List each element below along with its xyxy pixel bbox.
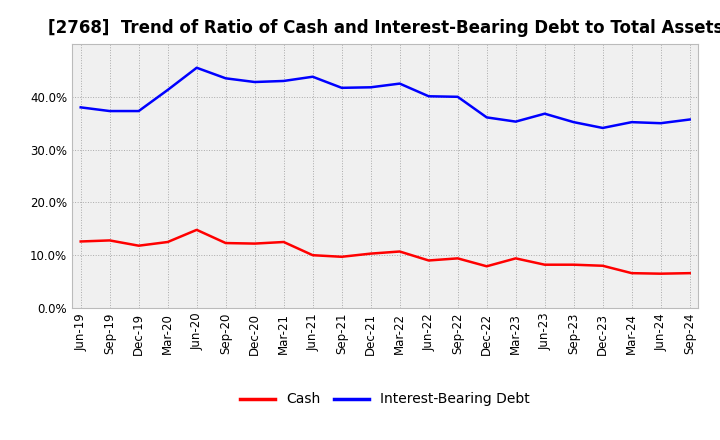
Title: [2768]  Trend of Ratio of Cash and Interest-Bearing Debt to Total Assets: [2768] Trend of Ratio of Cash and Intere… xyxy=(48,19,720,37)
Legend: Cash, Interest-Bearing Debt: Cash, Interest-Bearing Debt xyxy=(235,387,536,412)
